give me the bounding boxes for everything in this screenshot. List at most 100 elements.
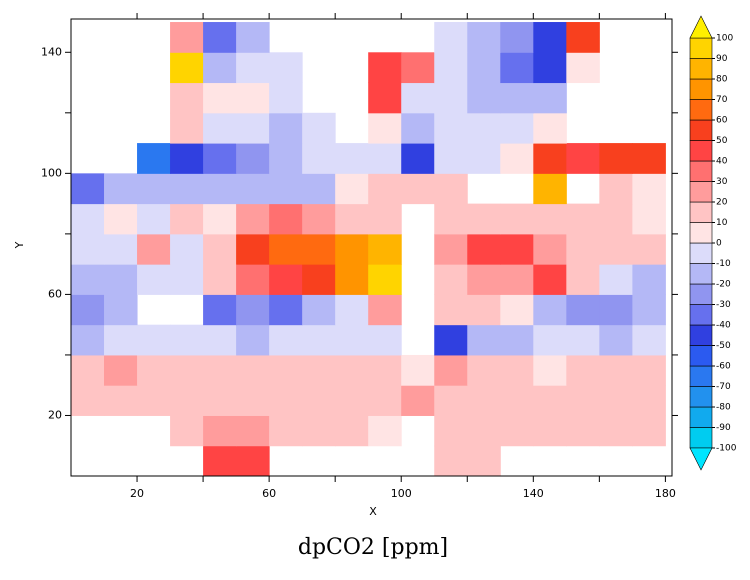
cell [434, 324, 468, 356]
cell [368, 52, 402, 84]
colorbar-segment [689, 242, 713, 264]
cell [236, 354, 270, 386]
colorbar-segment [689, 406, 713, 428]
cell [467, 143, 501, 174]
cell [599, 415, 633, 447]
cell [566, 294, 600, 326]
cell [71, 354, 105, 386]
colorbar-label: 30 [716, 177, 728, 187]
colorbar-segment [689, 201, 713, 223]
cell [434, 143, 468, 174]
cell [71, 203, 105, 235]
colorbar-label: 50 [716, 136, 728, 146]
cell [434, 294, 468, 326]
cell [236, 173, 270, 205]
x-tick-label: 20 [130, 487, 144, 500]
cell [137, 143, 171, 174]
colorbar-segment [689, 78, 713, 100]
colorbar-label: 0 [716, 239, 722, 249]
cell [71, 233, 105, 265]
cell [434, 173, 468, 205]
cell [335, 264, 369, 295]
cell [203, 52, 237, 84]
colorbar-label: 100 [716, 34, 733, 44]
cell [104, 173, 138, 205]
cell [236, 112, 270, 144]
cell [203, 82, 237, 114]
cell [632, 385, 666, 416]
cell [401, 112, 435, 144]
cell [500, 324, 534, 356]
cell [599, 324, 633, 356]
colorbar-segment [689, 345, 713, 367]
colorbar-segment [689, 181, 713, 203]
colorbar-segment [689, 263, 713, 285]
cell [599, 233, 633, 265]
x-tick-label: 100 [391, 487, 412, 500]
colorbar-segment [689, 119, 713, 141]
colorbar-segment [689, 304, 713, 326]
cell [203, 415, 237, 447]
cell [302, 415, 336, 447]
cell [467, 324, 501, 356]
cell [566, 415, 600, 447]
cell [434, 354, 468, 386]
cell [335, 294, 369, 326]
colorbar-label: 20 [716, 198, 728, 208]
x-tick-label: 180 [655, 487, 676, 500]
cell [599, 264, 633, 295]
cell [632, 143, 666, 174]
cell [335, 415, 369, 447]
colorbar-label: -100 [716, 444, 737, 454]
cell [71, 294, 105, 326]
colorbar-segment [689, 37, 713, 59]
cell [137, 385, 171, 416]
cell [104, 354, 138, 386]
cell [203, 112, 237, 144]
cell [71, 264, 105, 295]
cell [302, 294, 336, 326]
cell [632, 294, 666, 326]
cell [368, 143, 402, 174]
colorbar-segment [689, 99, 713, 121]
colorbar-label: 40 [716, 157, 728, 167]
cell [599, 143, 633, 174]
cell [170, 52, 204, 84]
cell [500, 385, 534, 416]
cell [566, 52, 600, 84]
cell [302, 385, 336, 416]
cell [533, 112, 567, 144]
colorbar-segment [689, 386, 713, 408]
y-axis-label: Y [13, 241, 26, 249]
cell [599, 173, 633, 205]
colorbar-label: -40 [716, 321, 731, 331]
cell [368, 264, 402, 295]
colorbar-segment [689, 427, 713, 449]
cell [533, 264, 567, 295]
cell [566, 22, 600, 53]
cell [632, 415, 666, 447]
cell [368, 324, 402, 356]
cell [632, 173, 666, 205]
cell [170, 22, 204, 53]
colorbar-segment [689, 283, 713, 305]
cell [302, 324, 336, 356]
cell [203, 294, 237, 326]
colorbar-label: -50 [716, 341, 731, 351]
cell [170, 233, 204, 265]
cell [533, 415, 567, 447]
cell [467, 112, 501, 144]
x-axis-label: X [369, 505, 377, 518]
cell [632, 354, 666, 386]
cell [434, 445, 468, 477]
cell [104, 264, 138, 295]
cell [335, 203, 369, 235]
cell [269, 324, 303, 356]
cell [236, 52, 270, 84]
cell [269, 233, 303, 265]
cell [467, 52, 501, 84]
y-tick-label: 20 [48, 408, 62, 421]
cell [236, 445, 270, 477]
colorbar-label: 60 [716, 116, 728, 126]
